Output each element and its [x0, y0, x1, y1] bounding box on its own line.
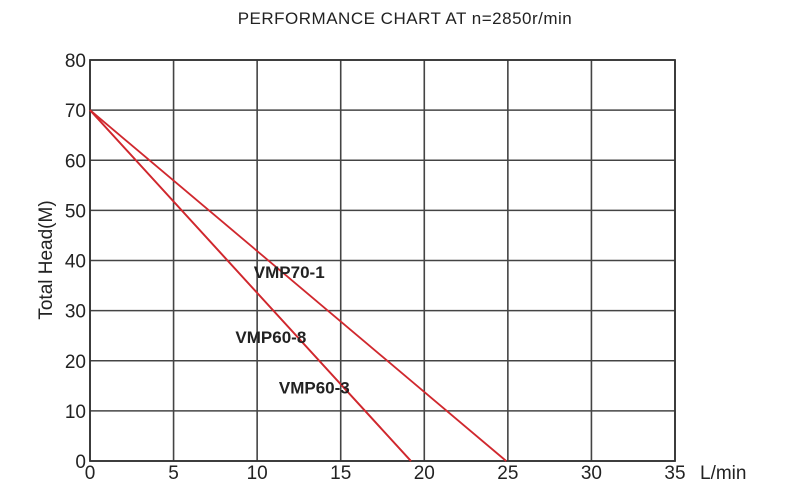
- x-tick-label-10: 10: [247, 463, 268, 484]
- y-tick-label-80: 80: [65, 51, 86, 72]
- series-line-vmp60-3: [89, 109, 412, 462]
- x-tick-label-0: 0: [85, 463, 96, 484]
- x-tick-label-30: 30: [581, 463, 602, 484]
- x-tick-label-35: 35: [664, 463, 685, 484]
- series-line-vmp70-1: [89, 109, 507, 462]
- y-tick-label-20: 20: [65, 352, 86, 373]
- x-tick-label-15: 15: [330, 463, 351, 484]
- series-label-vmp60-8: VMP60-8: [235, 328, 306, 347]
- y-axis-label: Total Head(M): [36, 200, 57, 319]
- y-tick-label-40: 40: [65, 252, 86, 273]
- plot-frame: [89, 59, 676, 462]
- series-labels: VMP70-1 VMP60-8 VMP60-3: [235, 263, 349, 397]
- y-tick-labels: 0 10 20 30 40 50 60 70 80: [65, 51, 86, 473]
- grid-layer: [89, 59, 676, 462]
- y-tick-label-70: 70: [65, 101, 86, 122]
- x-tick-label-25: 25: [497, 463, 518, 484]
- chart-title: PERFORMANCE CHART AT n=2850r/min: [238, 9, 573, 28]
- series-layer: [89, 109, 507, 462]
- y-tick-label-10: 10: [65, 402, 86, 423]
- y-tick-label-50: 50: [65, 201, 86, 222]
- x-tick-labels: 0 5 10 15 20 25 30 35: [85, 463, 686, 484]
- y-tick-label-60: 60: [65, 151, 86, 172]
- x-tick-label-5: 5: [168, 463, 179, 484]
- series-label-vmp70-1: VMP70-1: [254, 263, 325, 282]
- y-tick-label-30: 30: [65, 302, 86, 323]
- y-tick-label-0: 0: [75, 452, 86, 473]
- x-axis-label: L/min: [700, 463, 746, 484]
- series-label-vmp60-3: VMP60-3: [279, 378, 350, 397]
- x-tick-label-20: 20: [414, 463, 435, 484]
